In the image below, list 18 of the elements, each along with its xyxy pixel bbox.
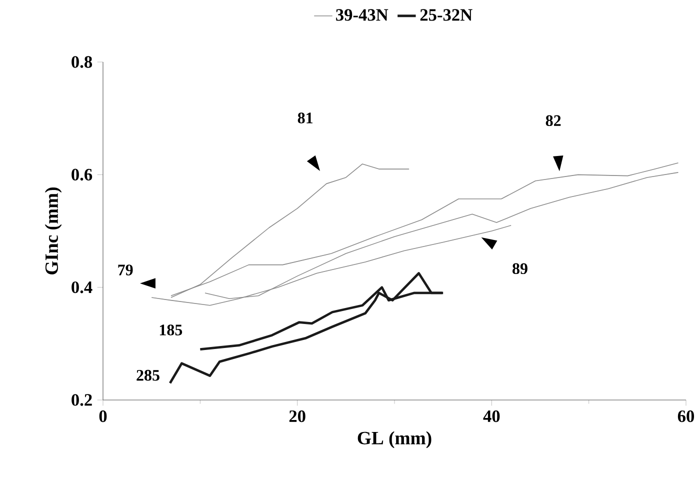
y-tick-label: 0.2 [72,394,92,406]
annotation: 79 [118,264,133,276]
annotation: 185 [160,324,182,336]
x-tick-label: 0 [99,410,107,422]
x-tick-label: 60 [678,410,694,422]
annotation: 82 [546,115,561,126]
y-tick-label: 0.8 [72,56,92,68]
legend-label: 25-32N [420,9,472,21]
x-axis-title: GL (mm) [358,431,432,448]
annotation: 285 [136,370,160,381]
y-tick-label: 0.4 [72,281,92,294]
y-tick-label: 0.6 [72,168,92,181]
annotation: 89 [512,263,528,274]
x-tick-label: 40 [483,410,500,422]
legend-label: 39-43N [336,9,388,21]
annotation: 81 [298,112,313,124]
x-tick-label: 20 [289,410,306,422]
y-axis-title: GInc (mm) [44,188,62,274]
